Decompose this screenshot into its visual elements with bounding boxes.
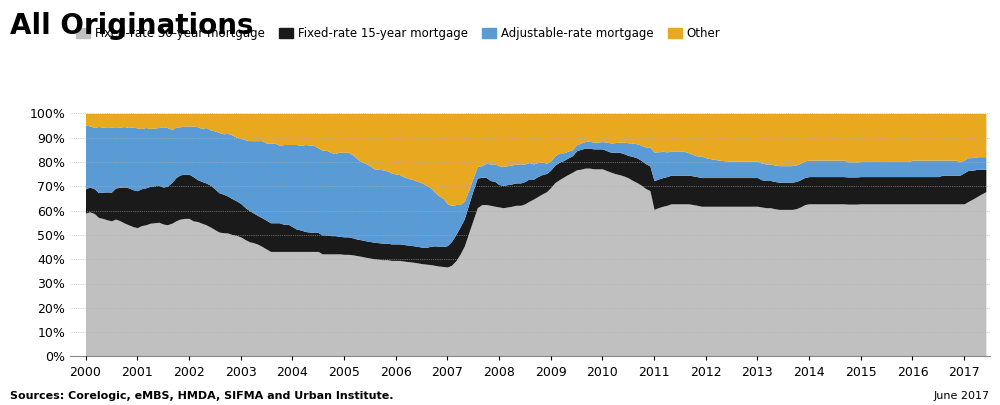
Text: Sources: Corelogic, eMBS, HMDA, SIFMA and Urban Institute.: Sources: Corelogic, eMBS, HMDA, SIFMA an… [10, 391, 394, 401]
Text: June 2017: June 2017 [934, 391, 990, 401]
Legend: Fixed-rate 30-year mortgage, Fixed-rate 15-year mortgage, Adjustable-rate mortga: Fixed-rate 30-year mortgage, Fixed-rate … [76, 27, 720, 40]
Text: All Originations: All Originations [10, 12, 254, 40]
